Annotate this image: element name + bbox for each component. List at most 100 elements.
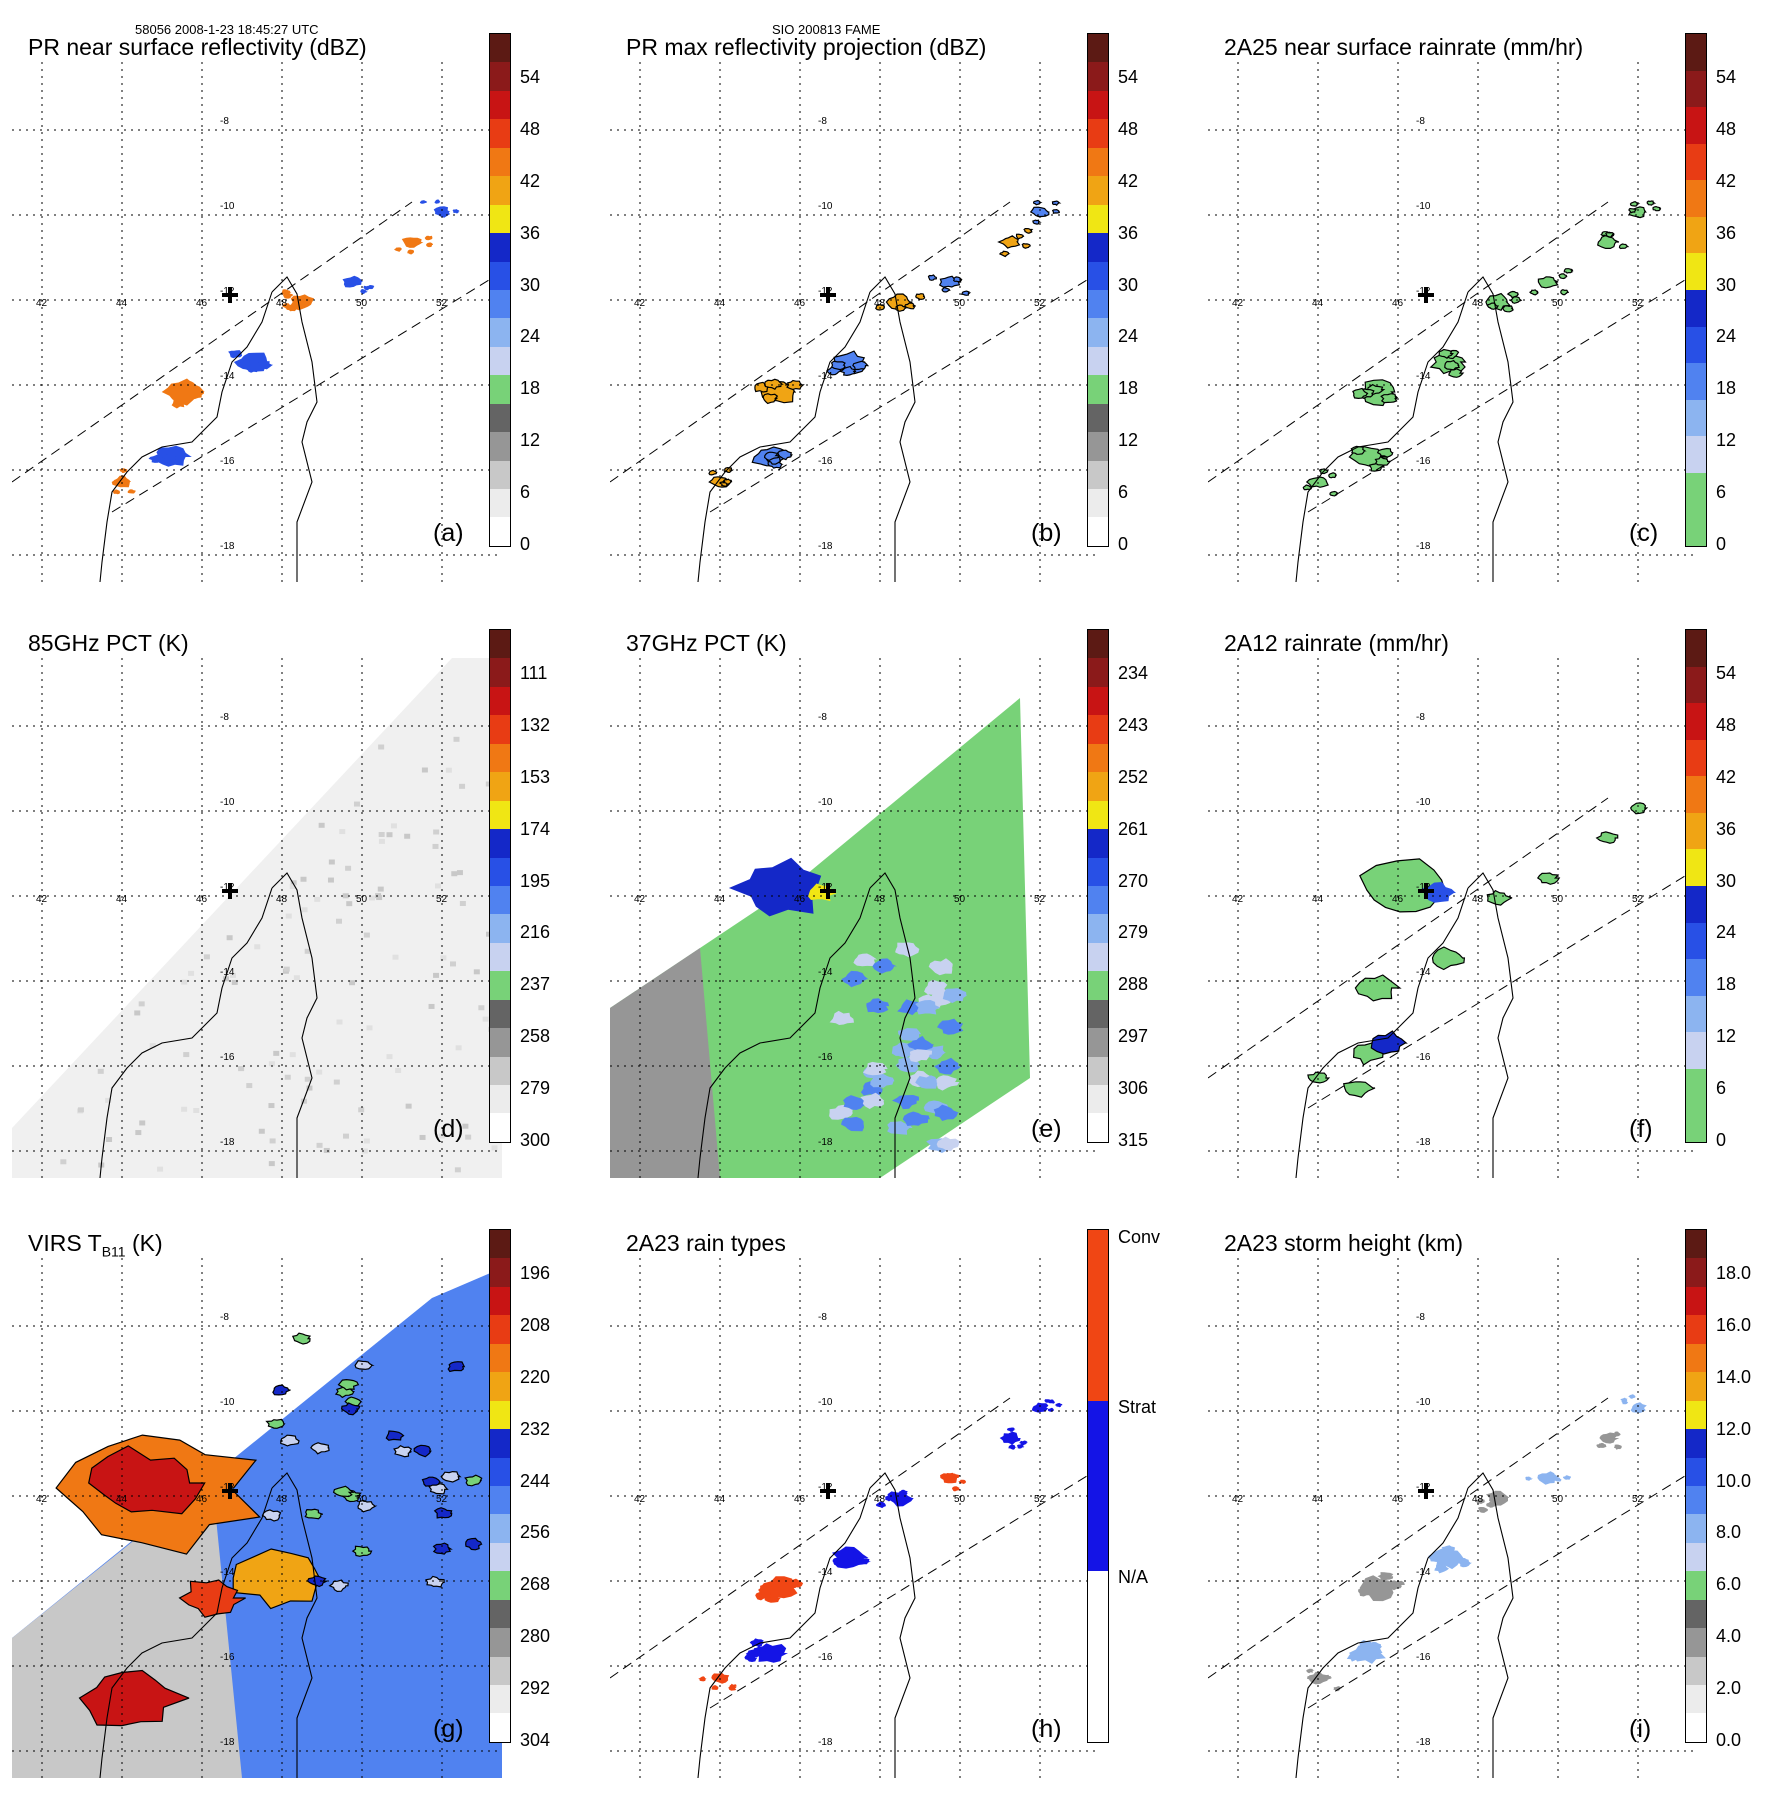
lat-label: -16: [1416, 456, 1431, 467]
colorbar-tick-label: 24: [1716, 922, 1737, 943]
texture-cell: [60, 1159, 67, 1165]
lat-label: -18: [1416, 541, 1431, 552]
texture-cell: [231, 979, 238, 985]
colorbar-segment: [490, 658, 510, 687]
panel-letter: (f): [1629, 1115, 1653, 1143]
precip-cell: [1374, 455, 1392, 466]
precip-cell: [895, 304, 907, 312]
precip-cell: [1629, 201, 1641, 207]
colorbar: [489, 33, 511, 547]
colorbar-tick-label: 24: [1118, 326, 1139, 347]
precip-cell: [846, 1551, 860, 1560]
texture-cell: [392, 954, 399, 960]
storm-center-marker: [222, 1483, 238, 1499]
precip-cell: [113, 479, 122, 485]
swath-edge: [709, 271, 1100, 513]
precip-cell: [1377, 1572, 1394, 1581]
texture-cell: [363, 932, 370, 938]
precip-cell: [1444, 359, 1460, 371]
precip-cell: [1630, 802, 1649, 815]
map-svg: [1208, 1258, 1698, 1778]
panel-title: PR max reflectivity projection (dBZ): [626, 34, 987, 60]
precip-cell: [1595, 831, 1619, 844]
colorbar-tick-label: 30: [520, 274, 541, 295]
colorbar-tick-label: 18: [1716, 974, 1737, 995]
texture-cell: [449, 961, 456, 967]
texture-cell: [376, 895, 383, 901]
lon-label: 48: [276, 894, 288, 905]
texture-cell: [473, 969, 480, 975]
precip-cell: [1051, 200, 1062, 207]
colorbar-segment: [1088, 686, 1108, 716]
texture-cell: [465, 1134, 472, 1140]
colorbar-tick-label: 174: [520, 818, 551, 839]
precip-cell: [1029, 206, 1050, 218]
texture-cell: [316, 1069, 323, 1075]
cloud-cell: [304, 1508, 324, 1520]
colorbar-segment: [1088, 914, 1108, 943]
precip-cell: [1021, 242, 1031, 249]
colorbar-segment: [1686, 630, 1706, 667]
colorbar-segment: [490, 1713, 510, 1742]
colorbar: [1087, 629, 1109, 1143]
colorbar-segment: [1686, 1230, 1706, 1259]
texture-cell: [366, 1025, 373, 1031]
colorbar-segment: [1088, 1085, 1108, 1114]
storm-center-marker: [820, 287, 836, 303]
colorbar-segment: [490, 715, 510, 744]
lat-label: -14: [220, 1567, 235, 1578]
lon-label: 52: [436, 298, 448, 309]
colorbar-tick-label: Conv: [1118, 1227, 1161, 1247]
colorbar-segment: [490, 1056, 510, 1085]
colorbar-segment: [490, 772, 510, 801]
colorbar-segment: [1088, 318, 1108, 347]
map-area: [610, 658, 1100, 1178]
precip-cell: [419, 200, 428, 204]
colorbar-segment: [490, 289, 510, 319]
precip-cell: [111, 475, 131, 488]
pct-cell: [897, 999, 922, 1016]
lat-label: -12: [220, 882, 235, 893]
texture-cell: [269, 1138, 276, 1144]
precip-cell: [1352, 387, 1369, 400]
precip-cell: [749, 1638, 765, 1647]
colorbar-segment: [490, 432, 510, 461]
texture-cell: [454, 1167, 461, 1173]
texture-cell: [284, 1074, 291, 1080]
lon-label: 46: [196, 1494, 208, 1505]
precip-cell: [1646, 200, 1657, 206]
lat-label: -12: [1416, 1482, 1431, 1493]
lat-label: -18: [818, 541, 833, 552]
swath-edge: [610, 201, 1011, 483]
lon-label: 46: [1392, 894, 1404, 905]
colorbar-tick-label: 297: [1118, 1026, 1149, 1047]
precip-cell: [127, 489, 136, 494]
precip-cell: [1329, 490, 1339, 497]
texture-cell: [306, 1085, 313, 1091]
cloud-cell: [306, 1575, 328, 1588]
colorbar-segment: [490, 942, 510, 972]
colorbar-tick-label: 36: [1716, 818, 1737, 839]
precip-cell: [758, 1584, 773, 1595]
map-area: [12, 658, 502, 1178]
colorbar-segment: [1686, 1372, 1706, 1401]
pct-cell: [866, 998, 890, 1014]
colorbar-segment: [1088, 119, 1108, 148]
precip-cell: [1634, 1403, 1641, 1409]
texture-cell: [181, 1106, 188, 1112]
texture-cell: [226, 935, 233, 941]
lat-label: -10: [818, 201, 833, 212]
colorbar-tick-label: 208: [520, 1314, 551, 1335]
colorbar-tick-label: 244: [520, 1470, 551, 1491]
lat-label: -10: [220, 201, 235, 212]
precip-cell: [1346, 1652, 1361, 1662]
map-area: [1208, 1258, 1698, 1778]
colorbar-tick-label: 220: [520, 1366, 551, 1387]
texture-cell: [378, 744, 385, 750]
colorbar-segment: [490, 971, 510, 1000]
pct-cell: [872, 958, 897, 974]
precip-cell: [952, 276, 963, 283]
swath-edge: [1307, 1467, 1698, 1709]
texture-cell: [453, 736, 460, 742]
colorbar-segment: [490, 176, 510, 205]
